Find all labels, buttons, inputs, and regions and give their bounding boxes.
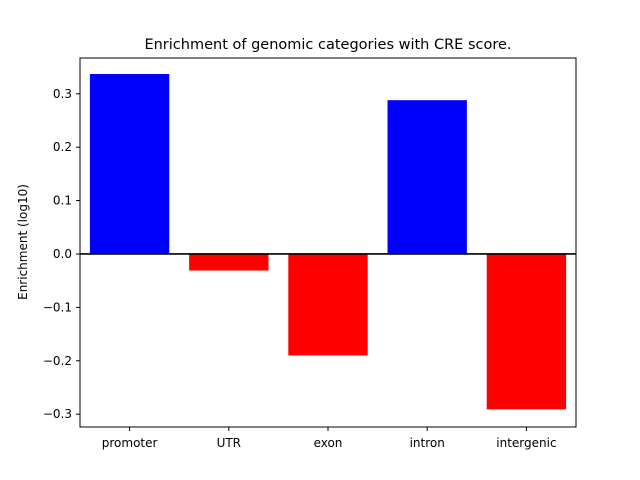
plot-area: −0.3 −0.2 −0.1 0.0 0.1 0.2 0.3 promoter UTR exon i… xyxy=(43,57,577,450)
y-tick-label: −0.2 xyxy=(43,354,72,368)
x-tick-label-UTR: UTR xyxy=(217,436,241,450)
y-tick-label: −0.3 xyxy=(43,407,72,421)
y-tick-label: 0.0 xyxy=(53,247,72,261)
bar-intergenic xyxy=(486,253,567,410)
y-axis-label: Enrichment (log10) xyxy=(16,184,30,300)
bar-exon xyxy=(288,253,368,356)
y-tick-label: 0.1 xyxy=(53,194,72,208)
chart-title: Enrichment of genomic categories with CR… xyxy=(144,37,511,53)
bar-UTR xyxy=(189,253,269,271)
y-tick-label: −0.1 xyxy=(43,300,72,314)
bar-promoter xyxy=(89,74,170,254)
y-tick-label: 0.3 xyxy=(53,87,72,101)
x-tick-label-intergenic: intergenic xyxy=(496,436,556,450)
x-tick-label-exon: exon xyxy=(314,436,343,450)
y-tick-label: 0.2 xyxy=(53,140,72,154)
x-tick-label-intron: intron xyxy=(410,436,445,450)
x-tick-label-promoter: promoter xyxy=(102,436,158,450)
bar-intron xyxy=(387,100,467,254)
